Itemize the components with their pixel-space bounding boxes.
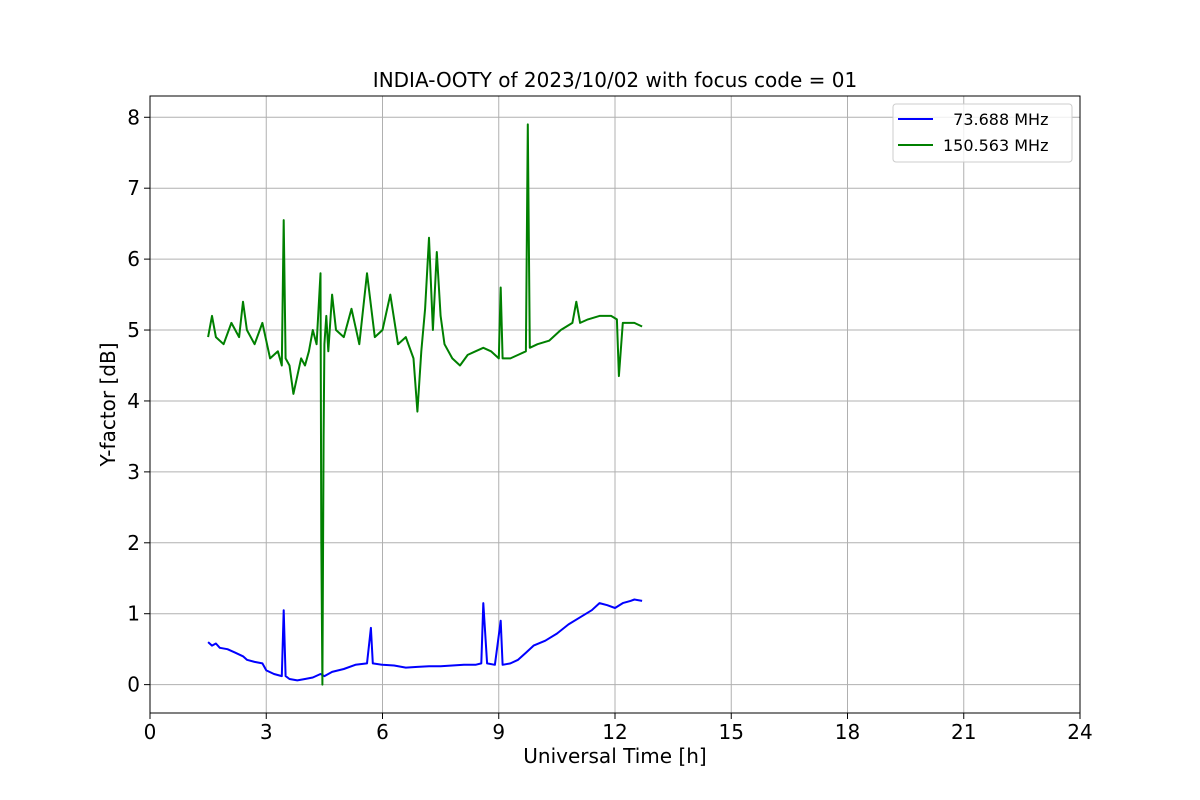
- y-tick-label: 2: [127, 531, 140, 555]
- x-tick-label: 0: [144, 720, 157, 744]
- series-line-1: [207, 123, 643, 686]
- y-tick-label: 4: [127, 389, 140, 413]
- x-axis-label: Universal Time [h]: [523, 744, 706, 768]
- x-tick-label: 3: [260, 720, 273, 744]
- x-tick-label: 12: [602, 720, 627, 744]
- legend-label: 73.688 MHz: [943, 110, 1048, 129]
- series-line-0: [207, 598, 643, 682]
- y-tick-label: 1: [127, 602, 140, 626]
- y-tick-label: 0: [127, 673, 140, 697]
- y-tick-label: 6: [127, 247, 140, 271]
- chart-title: INDIA-OOTY of 2023/10/02 with focus code…: [373, 68, 857, 92]
- legend-box: [892, 103, 1073, 163]
- legend-label: 150.563 MHz: [943, 136, 1048, 155]
- y-tick-label: 5: [127, 318, 140, 342]
- x-tick-label: 18: [835, 720, 860, 744]
- x-tick-label: 21: [951, 720, 976, 744]
- y-axis-label: Y-factor [dB]: [96, 342, 120, 467]
- y-tick-label: 3: [127, 460, 140, 484]
- y-tick-label: 7: [127, 176, 140, 200]
- series-group: [207, 123, 643, 686]
- y-tick-label: 8: [127, 105, 140, 129]
- legend: 73.688 MHz 150.563 MHz: [892, 103, 1073, 163]
- x-tick-label: 15: [719, 720, 744, 744]
- x-tick-label: 24: [1067, 720, 1092, 744]
- x-tick-label: 9: [492, 720, 505, 744]
- x-tick-label: 6: [376, 720, 389, 744]
